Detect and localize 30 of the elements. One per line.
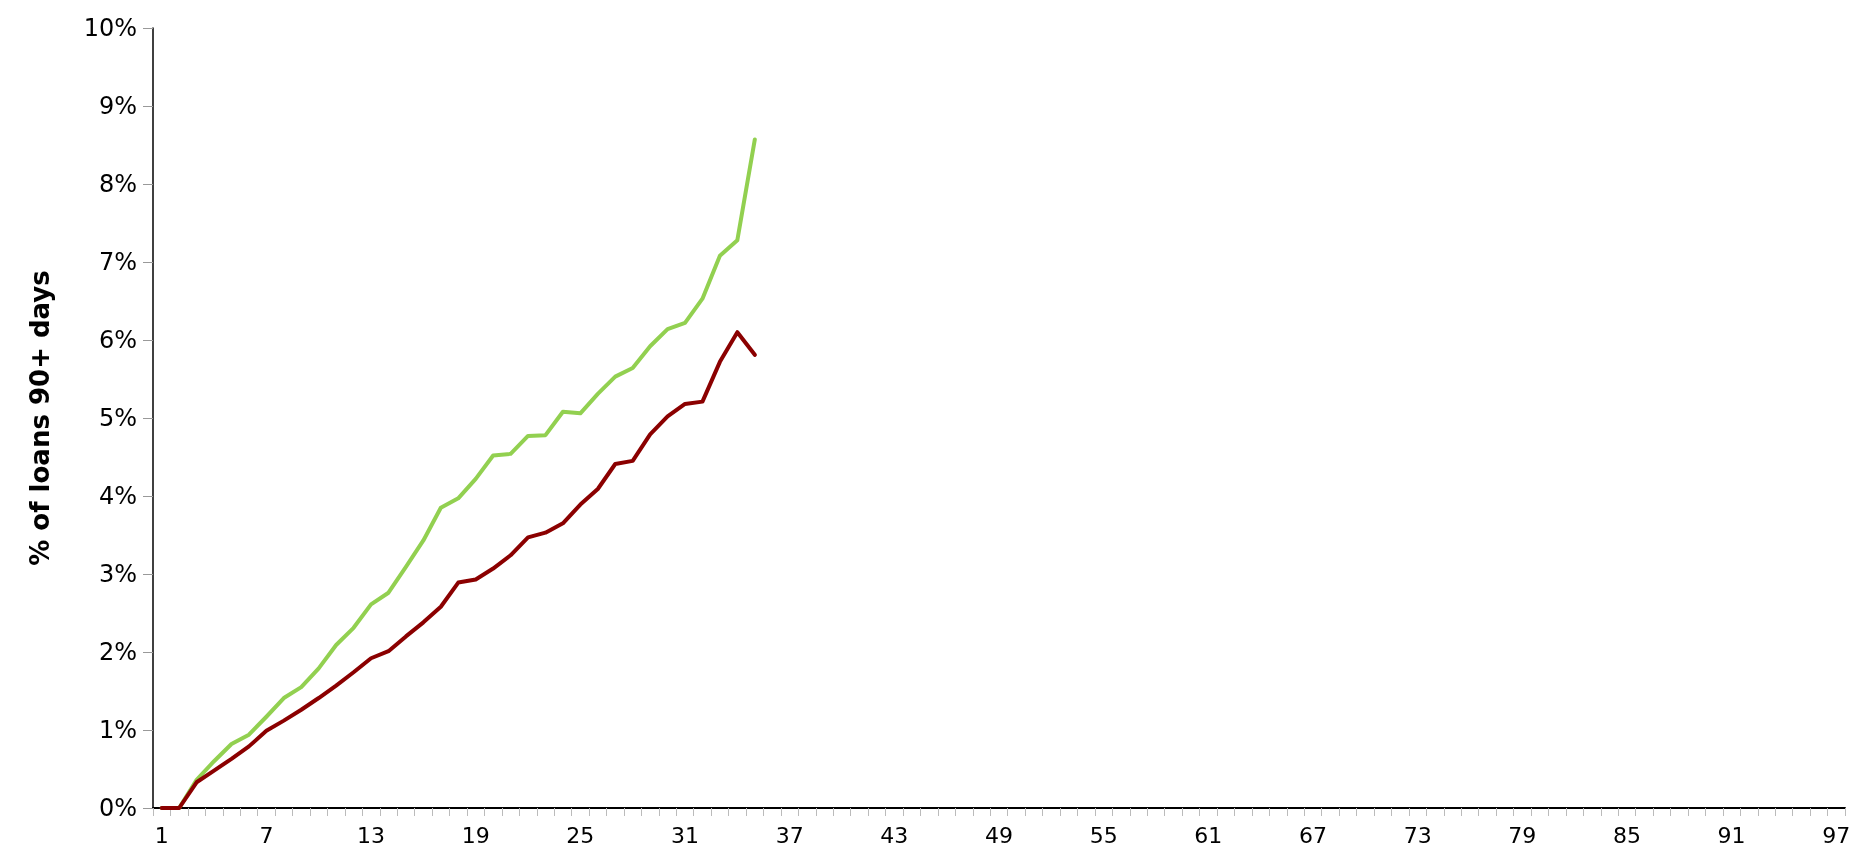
y-tick-label: 4%: [98, 482, 137, 510]
y-tick-label: 0%: [98, 794, 137, 822]
y-tick-label: 10%: [83, 14, 137, 42]
x-tick-label: 31: [671, 822, 700, 848]
y-tick-label: 3%: [98, 560, 137, 588]
x-tick-label: 13: [357, 822, 386, 848]
x-tick-label: 73: [1403, 822, 1432, 848]
x-tick-label: 43: [880, 822, 909, 848]
x-tick-label: 85: [1612, 822, 1641, 848]
x-tick-label: 61: [1194, 822, 1223, 848]
y-tick-label: 9%: [98, 92, 137, 120]
y-tick-label: 5%: [98, 404, 137, 432]
x-tick-label: 97: [1822, 822, 1851, 848]
x-tick-label: 1: [154, 822, 169, 848]
y-tick-label: 7%: [98, 248, 137, 276]
y-tick-label: 8%: [98, 170, 137, 198]
x-tick-label: 79: [1508, 822, 1537, 848]
x-tick-label: 67: [1298, 822, 1327, 848]
line-series: [159, 330, 757, 810]
y-axis-title: % of loans 90+ days: [25, 270, 55, 566]
x-tick-label: 25: [566, 822, 595, 848]
x-tick-label: 55: [1089, 822, 1118, 848]
x-tick-label: 19: [461, 822, 490, 848]
y-tick-label: 2%: [98, 638, 137, 666]
x-tick-label: 91: [1717, 822, 1746, 848]
x-tick-label: 37: [775, 822, 804, 848]
y-tick-label: 6%: [98, 326, 137, 354]
y-tick-label: 1%: [98, 716, 137, 744]
x-tick-label: 7: [259, 822, 274, 848]
x-tick-label: 49: [985, 822, 1013, 848]
